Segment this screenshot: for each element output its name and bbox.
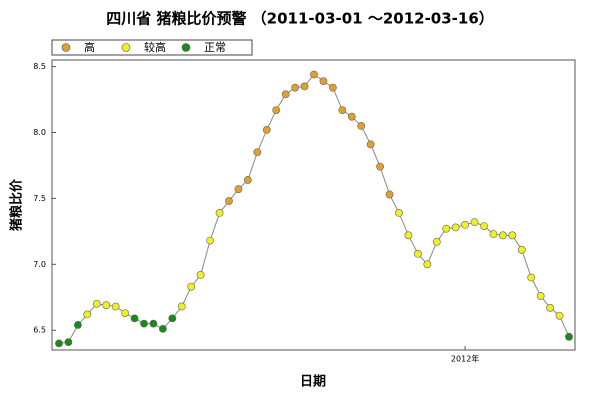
point — [565, 332, 573, 341]
point — [413, 249, 422, 258]
point — [243, 176, 252, 184]
point — [432, 238, 441, 246]
point — [73, 321, 82, 329]
legend-label: 高 — [84, 40, 95, 54]
point — [253, 148, 262, 157]
point — [366, 140, 375, 149]
legend-box — [51, 39, 253, 56]
point — [234, 185, 243, 194]
point — [177, 302, 186, 311]
point — [319, 77, 328, 85]
point — [168, 314, 177, 323]
chart-title: 四川省 猪粮比价预警 （2011-03-01 ～2012-03-16） — [106, 10, 494, 28]
point — [215, 209, 224, 217]
legend-label: 较高 — [144, 40, 166, 54]
point — [385, 190, 394, 199]
point — [187, 282, 196, 291]
point — [281, 90, 290, 99]
point — [470, 218, 479, 227]
y-tick-label: 6.5 — [33, 326, 46, 335]
point — [130, 314, 139, 323]
point — [451, 223, 460, 232]
point — [102, 301, 111, 310]
point — [328, 83, 337, 92]
point — [262, 125, 271, 134]
point — [404, 231, 413, 240]
point — [395, 209, 403, 217]
point — [121, 309, 130, 317]
point — [206, 236, 215, 245]
legend-label: 正常 — [204, 41, 226, 54]
y-tick-label: 8.5 — [33, 62, 46, 71]
point — [111, 302, 120, 311]
point — [149, 319, 158, 328]
point — [272, 106, 281, 114]
point — [423, 260, 432, 269]
point — [498, 231, 507, 240]
y-tick-label: 7.0 — [33, 260, 46, 269]
point — [527, 273, 536, 282]
point — [158, 325, 167, 333]
y-tick-label: 7.5 — [33, 194, 46, 203]
point — [347, 112, 356, 121]
point — [55, 339, 63, 348]
point — [555, 311, 564, 320]
point — [338, 106, 347, 114]
point — [300, 82, 309, 91]
legend-marker — [61, 43, 71, 52]
point — [225, 197, 233, 205]
point — [92, 299, 101, 308]
point — [357, 122, 366, 130]
y-tick-label: 8.0 — [33, 128, 46, 137]
x-tick-label: 2012年 — [451, 354, 479, 364]
point — [291, 83, 300, 92]
point — [480, 222, 488, 230]
legend-marker — [121, 43, 131, 52]
point — [310, 70, 318, 79]
point — [64, 338, 73, 346]
y-axis-label: 猪粮比价 — [9, 178, 25, 232]
point — [83, 310, 92, 319]
point — [489, 230, 498, 238]
x-axis-label: 日期 — [300, 375, 326, 390]
point — [461, 220, 470, 229]
point — [546, 303, 555, 312]
point — [196, 270, 205, 279]
legend-marker — [181, 43, 191, 52]
point — [140, 319, 148, 328]
point — [536, 292, 545, 300]
point — [508, 231, 517, 240]
point — [442, 224, 451, 233]
point — [517, 245, 526, 254]
plot-area — [51, 59, 576, 351]
point — [376, 162, 385, 171]
